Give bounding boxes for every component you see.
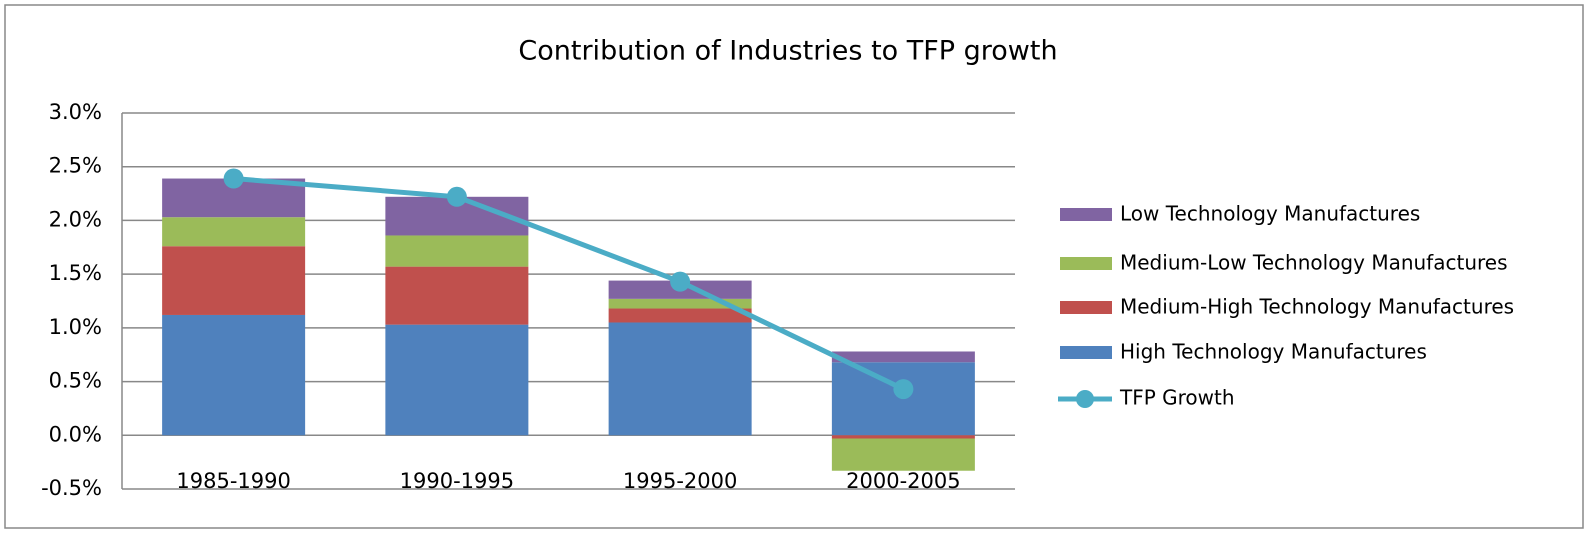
line-marker: [893, 379, 914, 400]
y-tick-label: -0.5%: [41, 476, 102, 500]
y-tick-label: 0.5%: [49, 369, 102, 393]
x-tick-label: 1985-1990: [176, 469, 290, 493]
bar-segment: [162, 246, 306, 315]
y-tick-label: 2.5%: [49, 154, 102, 178]
line: [233, 176, 905, 392]
legend-label: Medium-Low Technology Manufactures: [1120, 251, 1508, 275]
bar-segment: [608, 298, 752, 309]
x-tick-label: 1990-1995: [400, 469, 514, 493]
legend-swatch: [1076, 390, 1094, 408]
x-tick-label: 2000-2005: [846, 469, 960, 493]
line-marker: [223, 168, 244, 189]
bar-segment: [385, 324, 529, 436]
chart-title: Contribution of Industries to TFP growth: [518, 36, 1057, 67]
x-tick-label: 1995-2000: [623, 469, 737, 493]
legend-swatch: [1060, 301, 1112, 314]
bar-segment: [831, 351, 975, 363]
legend-swatch: [1060, 346, 1112, 359]
bar-segment: [385, 266, 529, 325]
bar-segment: [162, 314, 306, 436]
legend-label: Low Technology Manufactures: [1120, 202, 1420, 226]
y-tick-label: 3.0%: [49, 100, 102, 124]
legend-label: Medium-High Technology Manufactures: [1120, 295, 1514, 319]
bar-segment: [831, 438, 975, 471]
y-tick-label: 1.5%: [49, 261, 102, 285]
bar-segment: [162, 217, 306, 247]
bar-segment: [608, 322, 752, 436]
legend-label: TFP Growth: [1119, 386, 1235, 410]
y-tick-label: 2.0%: [49, 207, 102, 231]
legend-swatch: [1060, 208, 1112, 221]
y-tick-label: 0.0%: [49, 422, 102, 446]
legend-swatch: [1060, 257, 1112, 270]
bar-segment: [385, 235, 529, 267]
bar-segment: [608, 308, 752, 323]
legend-label: High Technology Manufactures: [1120, 340, 1427, 364]
y-tick-label: 1.0%: [49, 315, 102, 339]
bar-segment: [831, 435, 975, 439]
line-marker: [670, 271, 691, 292]
line-marker: [446, 186, 467, 207]
